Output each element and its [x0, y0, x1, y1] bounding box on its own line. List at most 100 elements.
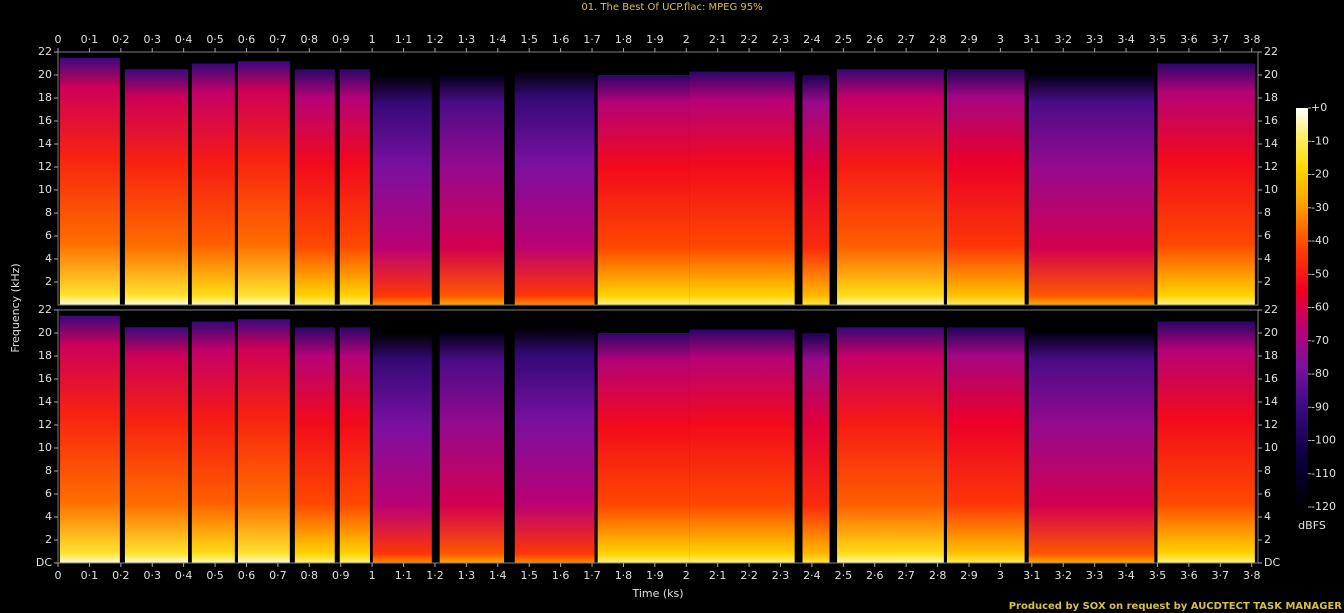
y-tick-label: 14 [1264, 137, 1278, 150]
x-tick-label: 3 [997, 33, 1004, 46]
x-tick-label: 0 [55, 569, 62, 582]
colorbar-tick-label: -110 [1311, 467, 1336, 480]
x-tick-label: 2·2 [740, 569, 758, 582]
spectrum-segment [191, 321, 235, 563]
x-tick-label: 2·5 [835, 33, 853, 46]
y-tick-label: 22 [38, 303, 52, 316]
spectrum-segment [1157, 321, 1255, 563]
spectrum-segment [59, 57, 120, 305]
x-tick-label: 0·4 [175, 569, 193, 582]
y-tick-label: 14 [1264, 395, 1278, 408]
spectrum-segment [124, 327, 189, 563]
x-tick-label: 1·5 [520, 569, 538, 582]
x-tick-label: 2·6 [866, 569, 884, 582]
y-tick-label: 22 [38, 45, 52, 58]
y-tick-label: 8 [45, 464, 52, 477]
x-tick-label: 3·5 [1149, 33, 1167, 46]
x-tick-label: 1·3 [458, 569, 476, 582]
spectrum-segment [1028, 333, 1155, 563]
x-tick-label: 0·6 [238, 33, 256, 46]
x-tick-label: 2·8 [929, 33, 947, 46]
x-tick-label: 1·8 [615, 33, 633, 46]
x-tick-label: 2·7 [897, 569, 915, 582]
spectrum-segment [514, 69, 595, 305]
x-tick-label: 0·6 [238, 569, 256, 582]
colorbar-label: dBFS [1298, 519, 1326, 532]
x-tick-label: 2·1 [709, 569, 727, 582]
x-tick-label: 0·2 [112, 569, 130, 582]
y-tick-label: DC [36, 556, 52, 569]
x-tick-label: 1·6 [552, 569, 570, 582]
y-tick-label: 16 [38, 372, 52, 385]
y-tick-label: 18 [1264, 349, 1278, 362]
x-tick-label: 3·1 [1023, 569, 1041, 582]
y-tick-label: 6 [45, 229, 52, 242]
colorbar-tick-label: -90 [1311, 400, 1329, 413]
x-tick-label: 0·9 [332, 569, 350, 582]
x-tick-label: 0·4 [175, 33, 193, 46]
x-tick-label: 0·5 [206, 33, 224, 46]
chart-title: 01. The Best Of UCP.flac: MPEG 95% [581, 2, 762, 13]
y-tick-label: 12 [1264, 418, 1278, 431]
x-tick-label: 3·4 [1117, 33, 1135, 46]
spectrum-segment [339, 69, 370, 305]
x-tick-label: 0·7 [269, 33, 287, 46]
spectrum-segment [238, 61, 290, 306]
x-tick-label: 3 [997, 569, 1004, 582]
y-tick-label: 10 [1264, 183, 1278, 196]
spectrum-segment [59, 315, 120, 563]
x-tick-label: 2·4 [803, 569, 821, 582]
x-tick-label: 2·7 [897, 33, 915, 46]
y-tick-label: 14 [38, 395, 52, 408]
x-tick-label: 0·2 [112, 33, 130, 46]
colorbar [1296, 108, 1308, 507]
spectrum-segment [1028, 75, 1155, 305]
y-tick-label: 12 [1264, 160, 1278, 173]
spectrum-segment [294, 69, 335, 305]
plot-frame [57, 51, 1259, 306]
x-tick-label: 2·4 [803, 33, 821, 46]
y-tick-label: 14 [38, 137, 52, 150]
y-tick-label: 18 [38, 349, 52, 362]
x-tick-label: 0·3 [143, 569, 161, 582]
colorbar-tick-label: -20 [1311, 168, 1329, 181]
x-tick-label: 1·7 [583, 569, 601, 582]
y-tick-label: 10 [38, 441, 52, 454]
y-tick-label: 16 [1264, 114, 1278, 127]
spectrum-segment [802, 333, 830, 563]
y-tick-label: 20 [38, 326, 52, 339]
spectrum-segment [597, 75, 690, 305]
x-tick-label: 2·3 [772, 569, 790, 582]
colorbar-tick-label: -80 [1311, 367, 1329, 380]
y-tick-label: 20 [38, 68, 52, 81]
x-tick-label: 1·7 [583, 33, 601, 46]
x-tick-label: 1·6 [552, 33, 570, 46]
footer: Produced by SOX on request by AUCDTECT T… [1009, 601, 1343, 612]
y-tick-label: DC [1264, 556, 1280, 569]
y-tick-label: 6 [1264, 229, 1271, 242]
x-tick-label: 0·7 [269, 569, 287, 582]
y-tick-label: 10 [1264, 441, 1278, 454]
colorbar-tick-label: -30 [1311, 201, 1329, 214]
spectrum-segment [837, 327, 944, 563]
colorbar-tick-label: -10 [1311, 134, 1329, 147]
x-tick-label: 3·6 [1180, 569, 1198, 582]
y-tick-label: 4 [45, 510, 52, 523]
y-tick-label: 16 [38, 114, 52, 127]
colorbar-tick-label: -50 [1311, 267, 1329, 280]
x-tick-label: 1·2 [426, 33, 444, 46]
x-tick-label: 0·9 [332, 33, 350, 46]
x-tick-label: 3·7 [1212, 33, 1230, 46]
colorbar-tick-label: -60 [1311, 301, 1329, 314]
x-tick-label: 1·8 [615, 569, 633, 582]
y-tick-label: 22 [1264, 303, 1278, 316]
x-tick-label: 2·3 [772, 33, 790, 46]
y-tick-label: 8 [1264, 206, 1271, 219]
x-tick-label: 2·9 [960, 33, 978, 46]
spectrum-segment [947, 69, 1025, 305]
x-tick-label: 1·4 [489, 569, 507, 582]
x-tick-label: 0 [55, 33, 62, 46]
colorbar-tick-label: -40 [1311, 234, 1329, 247]
x-tick-label: 1·4 [489, 33, 507, 46]
x-tick-label: 3·2 [1054, 33, 1072, 46]
